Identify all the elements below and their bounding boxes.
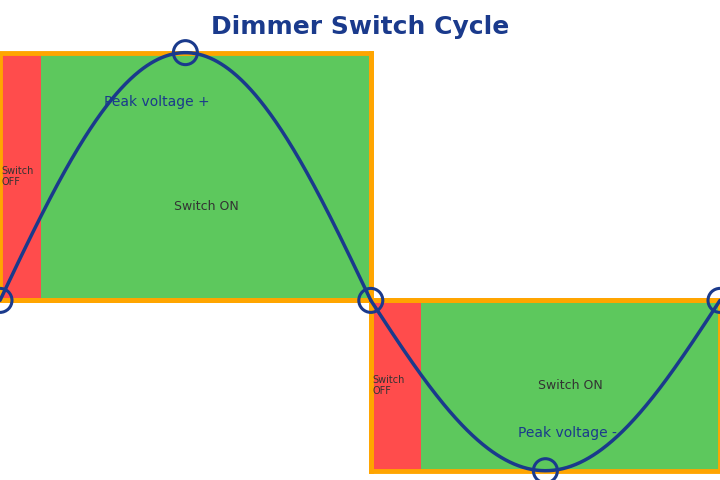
Text: Switch ON: Switch ON [539,379,603,392]
Bar [0,53,371,300]
Text: Switch
OFF: Switch OFF [1,166,34,187]
Bar [0,53,41,300]
Text: Dimmer Switch Cycle: Dimmer Switch Cycle [211,15,509,39]
Text: Peak voltage +: Peak voltage + [104,95,210,109]
Bar [41,53,371,300]
Bar [371,300,720,471]
Text: Peak voltage -: Peak voltage - [518,426,616,440]
Text: Switch ON: Switch ON [174,200,238,213]
Bar [421,300,720,471]
Bar [371,300,421,471]
Text: Switch
OFF: Switch OFF [372,375,405,396]
